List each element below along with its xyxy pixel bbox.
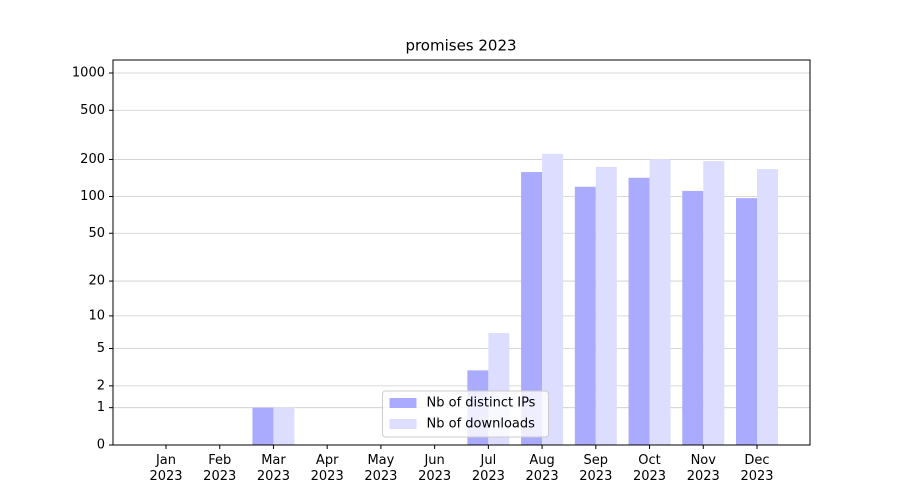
- x-tick-label: Oct 2023: [632, 453, 667, 484]
- legend-swatch: [389, 398, 417, 408]
- x-tick-label: Jan 2023: [149, 453, 183, 484]
- x-tick-label: Apr 2023: [310, 453, 344, 484]
- x-tick-label: Feb 2023: [203, 453, 237, 484]
- bar: [703, 161, 725, 445]
- legend-swatch: [389, 419, 417, 429]
- x-tick-label: May 2023: [364, 453, 398, 484]
- x-tick-label: Dec 2023: [740, 453, 774, 484]
- legend-label: Nb of distinct IPs: [427, 396, 536, 411]
- bar: [273, 407, 295, 445]
- x-tick-label: Nov 2023: [686, 453, 720, 484]
- y-tick-label: 5: [97, 341, 105, 356]
- y-tick-label: 2: [97, 378, 105, 393]
- y-tick-label: 1000: [72, 65, 105, 80]
- plot-frame: [112, 59, 811, 446]
- y-tick-label: 10: [88, 308, 105, 323]
- legend-box: [382, 390, 549, 438]
- bar: [595, 166, 617, 446]
- y-tick-label: 500: [80, 103, 105, 118]
- y-tick-label: 50: [88, 226, 105, 241]
- chart-title: promises 2023: [405, 37, 516, 55]
- x-tick-label: Jul 2023: [471, 453, 505, 484]
- bar: [682, 190, 704, 445]
- legend: Nb of distinct IPs Nb of downloads: [382, 390, 549, 438]
- y-tick-label: 1: [97, 400, 105, 415]
- x-tick-label: Sep 2023: [579, 453, 613, 484]
- bar: [252, 407, 274, 445]
- x-tick-label: Mar 2023: [256, 453, 290, 484]
- bar: [574, 186, 596, 445]
- x-tick-label: Jun 2023: [418, 453, 452, 484]
- bar: [736, 198, 757, 445]
- legend-label: Nb of downloads: [427, 417, 536, 432]
- bar: [628, 177, 650, 446]
- y-tick-label: 100: [80, 189, 105, 204]
- bar: [542, 153, 564, 445]
- bar: [649, 159, 671, 445]
- bar: [757, 169, 778, 445]
- x-tick-label: Aug 2023: [525, 453, 559, 484]
- y-tick-label: 20: [88, 274, 105, 289]
- bar: [521, 172, 543, 445]
- y-tick-label: 200: [80, 152, 105, 167]
- y-tick-label: 0: [97, 438, 105, 453]
